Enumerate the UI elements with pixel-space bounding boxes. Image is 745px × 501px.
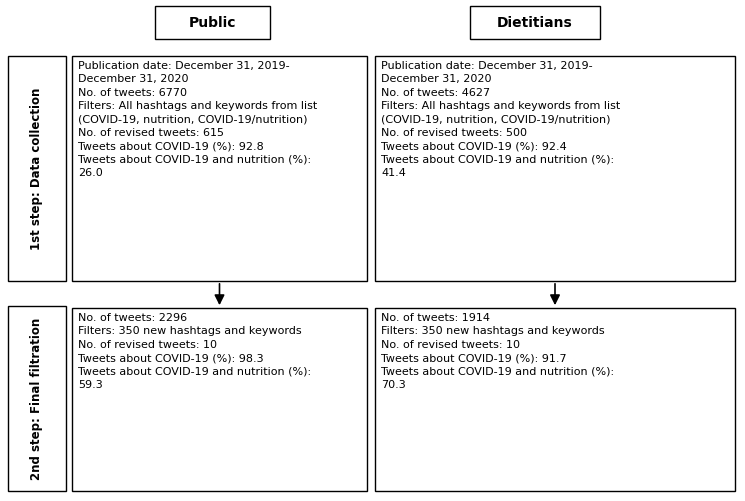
Bar <box>72 308 367 491</box>
Text: Publication date: December 31, 2019-
December 31, 2020
No. of tweets: 4627
Filte: Publication date: December 31, 2019- Dec… <box>381 61 621 178</box>
Bar <box>375 308 735 491</box>
Bar <box>72 56 367 281</box>
Text: Publication date: December 31, 2019-
December 31, 2020
No. of tweets: 6770
Filte: Publication date: December 31, 2019- Dec… <box>78 61 317 178</box>
Bar <box>155 6 270 39</box>
Bar <box>8 306 66 491</box>
Bar <box>470 6 600 39</box>
Text: 2nd step: Final filtration: 2nd step: Final filtration <box>31 317 43 479</box>
Text: No. of tweets: 1914
Filters: 350 new hashtags and keywords
No. of revised tweets: No. of tweets: 1914 Filters: 350 new has… <box>381 313 614 390</box>
Bar <box>375 56 735 281</box>
Text: No. of tweets: 2296
Filters: 350 new hashtags and keywords
No. of revised tweets: No. of tweets: 2296 Filters: 350 new has… <box>78 313 311 390</box>
Text: Public: Public <box>188 16 236 30</box>
Text: Dietitians: Dietitians <box>497 16 573 30</box>
Bar <box>8 56 66 281</box>
Text: 1st step: Data collection: 1st step: Data collection <box>31 87 43 249</box>
